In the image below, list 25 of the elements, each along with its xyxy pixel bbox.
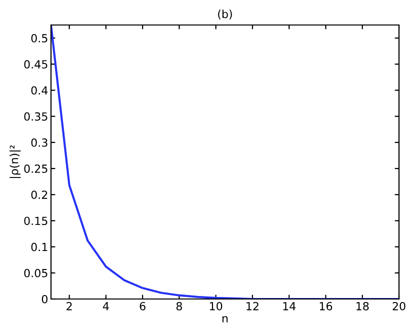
x-tick-label: 2: [66, 302, 72, 310]
x-tick-label: 12: [246, 302, 258, 310]
y-tick-label: 0.3: [31, 138, 48, 147]
y-tick-label: 0.25: [24, 164, 48, 173]
y-tick-label: 0: [42, 294, 48, 304]
y-tick-label: 0.45: [24, 60, 48, 69]
chart-title: (b): [218, 10, 232, 20]
x-tick-label: 6: [140, 302, 146, 310]
x-tick-label: 16: [320, 302, 332, 310]
x-tick-label: 10: [210, 302, 222, 310]
y-tick-label: 0.2: [31, 190, 48, 199]
y-tick-label: 0.05: [24, 268, 48, 278]
y-tick-label: 0.4: [31, 86, 48, 95]
line-series: [51, 25, 399, 299]
y-tick-label: 0.15: [24, 216, 48, 226]
x-tick-label: 20: [392, 302, 406, 310]
y-tick-label: 0.1: [31, 242, 48, 252]
x-tick-label: 8: [176, 302, 182, 310]
y-tick-label: 0.35: [24, 112, 48, 121]
y-axis-title: |ρ(n)|²: [10, 145, 21, 178]
x-axis-title: n: [222, 316, 228, 322]
x-tick-label: 4: [102, 302, 109, 310]
x-tick-label: 18: [356, 302, 369, 310]
x-tick-label: 14: [283, 302, 296, 310]
y-tick-label: 0.5: [31, 34, 48, 42]
